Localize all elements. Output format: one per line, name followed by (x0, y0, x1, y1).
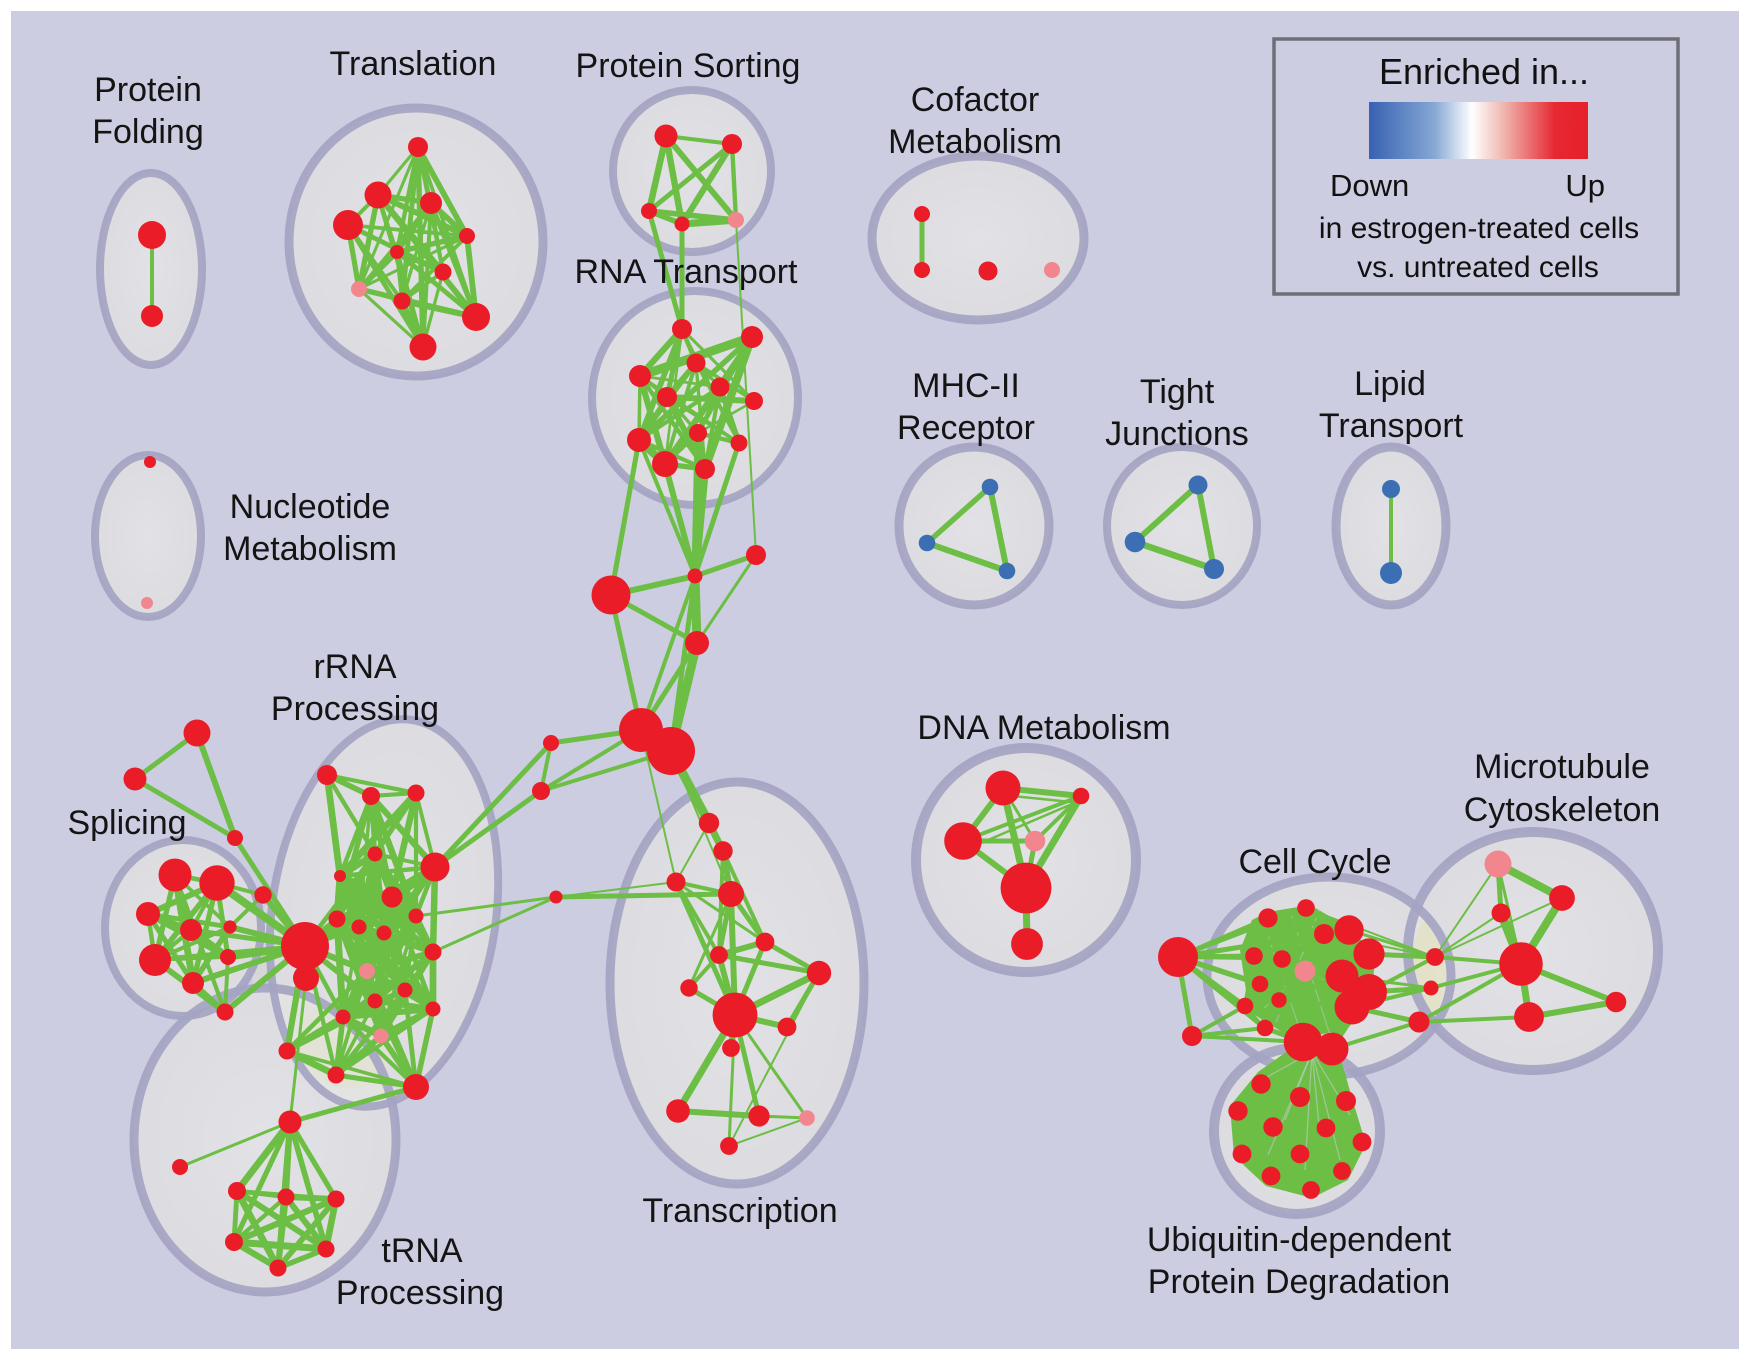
svg-text:Protein Sorting: Protein Sorting (576, 47, 801, 85)
svg-text:Tight: Tight (1140, 373, 1215, 411)
svg-text:Transport: Transport (1319, 407, 1464, 445)
svg-text:Cell Cycle: Cell Cycle (1238, 843, 1391, 881)
svg-text:Up: Up (1565, 168, 1605, 203)
svg-text:Transcription: Transcription (642, 1192, 837, 1230)
svg-text:Processing: Processing (271, 690, 439, 728)
svg-text:in estrogen-treated cells: in estrogen-treated cells (1319, 212, 1639, 245)
svg-text:Metabolism: Metabolism (223, 530, 397, 568)
svg-text:Down: Down (1330, 168, 1409, 203)
svg-text:tRNA: tRNA (381, 1232, 463, 1270)
svg-text:rRNA: rRNA (313, 648, 396, 686)
svg-text:RNA Transport: RNA Transport (575, 253, 799, 291)
svg-text:Enriched in...: Enriched in... (1379, 51, 1589, 92)
svg-text:Translation: Translation (330, 45, 497, 83)
svg-text:Cofactor: Cofactor (911, 81, 1040, 119)
svg-text:Microtubule: Microtubule (1474, 748, 1650, 786)
svg-text:Protein Degradation: Protein Degradation (1148, 1263, 1450, 1301)
svg-text:Receptor: Receptor (897, 409, 1035, 447)
svg-text:Ubiquitin-dependent: Ubiquitin-dependent (1147, 1221, 1452, 1259)
svg-text:DNA Metabolism: DNA Metabolism (917, 709, 1170, 747)
svg-text:MHC-II: MHC-II (912, 367, 1020, 405)
svg-text:Junctions: Junctions (1105, 415, 1249, 453)
svg-text:Folding: Folding (92, 113, 204, 151)
svg-text:Processing: Processing (336, 1274, 504, 1312)
svg-text:Cytoskeleton: Cytoskeleton (1464, 791, 1661, 829)
svg-text:Nucleotide: Nucleotide (230, 488, 391, 526)
svg-text:Protein: Protein (94, 71, 202, 109)
svg-text:Splicing: Splicing (67, 804, 186, 842)
svg-text:Metabolism: Metabolism (888, 123, 1062, 161)
svg-text:vs. untreated cells: vs. untreated cells (1357, 251, 1599, 284)
svg-text:Lipid: Lipid (1354, 365, 1426, 403)
